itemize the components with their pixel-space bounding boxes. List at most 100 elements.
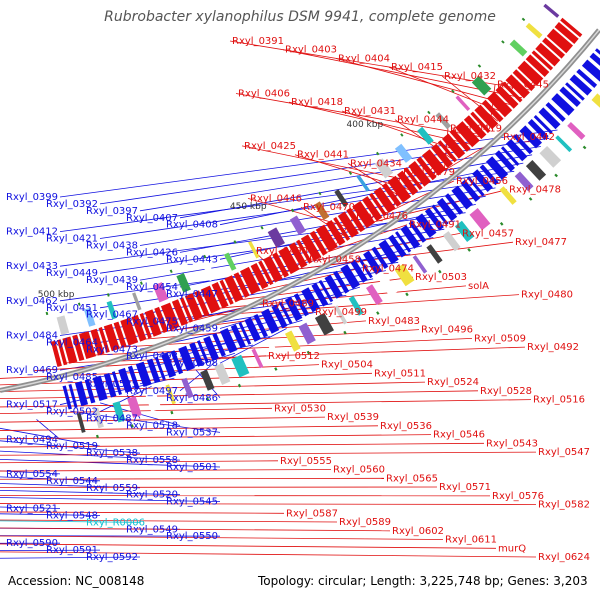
gc-skew-mark (206, 397, 210, 401)
reverse-gene (357, 256, 373, 279)
gene-label: Rxyl_0587 (286, 508, 338, 519)
gene-label: Rxyl_0469 (6, 365, 58, 376)
cog-class-block (454, 220, 475, 242)
gene-label: Rxyl_0571 (439, 482, 491, 493)
reverse-gene (444, 193, 464, 215)
reverse-gene (238, 321, 252, 345)
gene-label: Rxyl_0470 (303, 202, 355, 213)
gene-label: Rxyl_0489 (262, 298, 314, 309)
gc-skew-mark (348, 171, 353, 175)
forward-gene (554, 22, 579, 44)
cog-class-block (83, 307, 96, 327)
reverse-gene (363, 250, 382, 275)
gene-label: Rxyl_0624 (538, 552, 590, 563)
gene-label: Rxyl_0443 (166, 254, 218, 265)
cog-class-block (543, 3, 560, 18)
cog-class-block (374, 158, 394, 179)
forward-gene (309, 230, 328, 256)
gene-label: Rxyl_0549 (126, 524, 178, 535)
gene-label: Rxyl_0458 (309, 255, 361, 266)
gc-skew-mark (96, 434, 99, 439)
reverse-gene (565, 82, 585, 101)
gc-skew-mark (376, 311, 380, 315)
reverse-gene (178, 345, 195, 372)
leader-line (0, 451, 537, 456)
gene-label: Rxyl_0475 (126, 317, 178, 328)
reverse-gene (400, 225, 421, 249)
gene-label: Rxyl_0467 (86, 310, 138, 321)
cog-class-block (455, 95, 471, 111)
gene-label: Rxyl_0439 (86, 275, 138, 286)
gc-skew-mark (477, 64, 482, 68)
gene-label: Rxyl_0509 (474, 333, 526, 344)
gene-label: Rxyl_0431 (344, 106, 396, 117)
gene-label: Rxyl_0539 (327, 412, 379, 423)
cog-class-block (251, 348, 264, 369)
cog-class-block (581, 105, 600, 125)
gc-skew-mark (233, 240, 237, 244)
leader-line (179, 154, 533, 219)
forward-gene (505, 74, 530, 99)
cog-class-block (127, 396, 142, 418)
gc-skew-mark (376, 151, 380, 156)
gene-label: Rxyl_0518 (126, 421, 178, 432)
forward-gene (219, 279, 234, 305)
forward-gene (72, 334, 85, 361)
gene-label: Rxyl_0426 (126, 247, 178, 258)
reverse-gene (436, 197, 458, 222)
reverse-gene (505, 139, 528, 162)
gc-skew-mark (554, 173, 558, 178)
leader-line (0, 503, 537, 505)
cog-class-block (348, 295, 364, 316)
gc-skew-mark (400, 133, 404, 137)
gene-label: Rxyl_0474 (362, 263, 414, 274)
reverse-gene (279, 301, 293, 325)
forward-gene (62, 336, 78, 364)
gene-label: Rxyl_0496 (421, 325, 473, 336)
gene-label: Rxyl_0519 (46, 441, 98, 452)
cog-class-block (76, 412, 86, 433)
forward-gene (512, 69, 535, 92)
topology-summary: Topology: circular; Length: 3,225,748 bp… (258, 574, 588, 588)
forward-gene (546, 28, 573, 54)
gc-skew-mark (582, 145, 587, 150)
cog-class-block (314, 312, 334, 336)
leader-line (0, 549, 101, 552)
right-gene-labels: Rxyl_0391Rxyl_0403Rxyl_0404Rxyl_0415Rxyl… (232, 36, 590, 563)
cog-class-block (378, 275, 398, 297)
forward-gene (337, 211, 359, 238)
reverse-gene (545, 102, 566, 122)
gene-label: Rxyl_0555 (280, 456, 332, 467)
forward-gene (272, 252, 289, 278)
reverse-gene (395, 231, 412, 253)
reverse-gene (494, 150, 515, 172)
gene-label: Rxyl_0492 (527, 342, 579, 353)
reverse-gene (533, 115, 553, 135)
leader-line (0, 407, 273, 415)
gene-label: Rxyl_0459 (166, 324, 218, 335)
forward-gene (139, 313, 152, 339)
gene-label: Rxyl_0397 (86, 206, 138, 217)
gene-label: Rxyl_0530 (274, 403, 326, 414)
cog-class-block (366, 284, 383, 305)
gene-label: Rxyl_0545 (166, 497, 218, 508)
gene-label: Rxyl_0486 (166, 393, 218, 404)
cog-class-block (152, 282, 169, 303)
gene-label: Rxyl_0511 (374, 368, 426, 379)
forward-gene (120, 317, 139, 346)
gene-label: Rxyl_0444 (397, 115, 449, 126)
gene-label: Rxyl_0462 (6, 296, 58, 307)
forward-gene (144, 309, 162, 337)
gene-label: Rxyl_0611 (445, 535, 497, 546)
gene-label: Rxyl_0504 (321, 360, 373, 371)
reverse-gene (103, 373, 117, 398)
gene-label: Rxyl_0484 (6, 331, 58, 342)
leader-line (0, 551, 537, 558)
cog-class-block (267, 227, 285, 248)
gene-label: Rxyl_0590 (6, 538, 58, 549)
reverse-gene (519, 125, 542, 149)
forward-gene (154, 306, 169, 333)
cog-class-block (106, 300, 118, 320)
gene-label: Rxyl_0520 (126, 490, 178, 501)
reverse-gene (161, 352, 177, 378)
